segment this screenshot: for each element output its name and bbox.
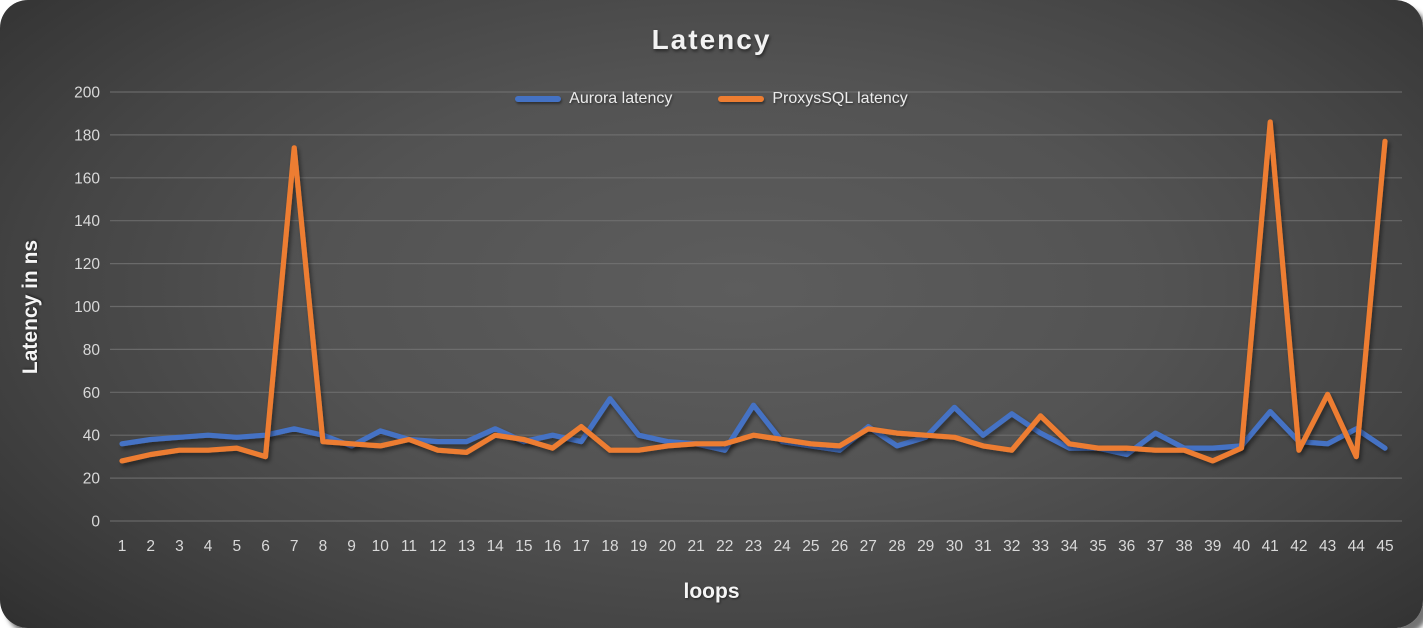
x-tick-label: 23 — [745, 538, 762, 555]
x-tick-label: 32 — [1003, 538, 1020, 555]
x-tick-label: 45 — [1376, 538, 1393, 555]
x-tick-label: 38 — [1175, 538, 1192, 555]
y-tick-label: 40 — [83, 428, 101, 445]
x-tick-label: 2 — [146, 538, 155, 555]
x-tick-label: 40 — [1233, 538, 1251, 555]
y-tick-label: 20 — [83, 471, 101, 488]
x-tick-label: 18 — [601, 538, 618, 555]
x-tick-label: 1 — [118, 538, 127, 555]
x-tick-label: 9 — [347, 538, 356, 555]
x-tick-label: 10 — [372, 538, 390, 555]
x-tick-label: 5 — [232, 538, 241, 555]
x-tick-label: 30 — [946, 538, 964, 555]
x-tick-label: 28 — [888, 538, 905, 555]
y-tick-label: 120 — [74, 256, 100, 273]
y-tick-label: 80 — [83, 342, 101, 359]
x-tick-label: 13 — [458, 538, 475, 555]
x-tick-label: 7 — [290, 538, 299, 555]
x-tick-label: 17 — [573, 538, 590, 555]
x-tick-label: 25 — [802, 538, 819, 555]
series-lines — [119, 119, 1388, 464]
x-tick-label: 24 — [774, 538, 792, 555]
series-line-proxysql[interactable] — [119, 119, 1388, 464]
x-tick-label: 11 — [401, 538, 417, 555]
x-tick-label: 21 — [687, 538, 704, 555]
series-line-aurora[interactable] — [119, 396, 1388, 458]
x-tick-label: 19 — [630, 538, 647, 555]
x-tick-label: 43 — [1319, 538, 1336, 555]
x-tick-label: 39 — [1204, 538, 1221, 555]
y-tick-label: 160 — [74, 170, 100, 187]
legend: Aurora latency ProxysSQL latency — [0, 90, 1423, 108]
x-tick-label: 3 — [175, 538, 184, 555]
legend-item-proxysql[interactable]: ProxysSQL latency — [718, 90, 908, 108]
x-tick-label: 41 — [1262, 538, 1279, 555]
x-tick-label: 37 — [1147, 538, 1164, 555]
x-tick-label: 33 — [1032, 538, 1049, 555]
x-tick-label: 12 — [429, 538, 446, 555]
x-tick-label: 31 — [974, 538, 991, 555]
x-tick-label: 29 — [917, 538, 934, 555]
legend-label-aurora: Aurora latency — [569, 90, 673, 107]
x-tick-label: 15 — [515, 538, 532, 555]
y-tick-label: 60 — [83, 385, 101, 402]
x-tick-label: 22 — [716, 538, 733, 555]
x-tick-label: 20 — [659, 538, 677, 555]
y-tick-label: 140 — [74, 213, 100, 230]
x-tick-label: 42 — [1290, 538, 1307, 555]
x-tick-label: 36 — [1118, 538, 1135, 555]
y-tick-label: 180 — [74, 127, 100, 144]
legend-item-aurora[interactable]: Aurora latency — [515, 90, 672, 108]
aurora-line-swatch-icon — [515, 96, 562, 102]
x-tick-label: 14 — [487, 538, 505, 555]
legend-label-proxysql: ProxysSQL latency — [772, 90, 908, 107]
x-tick-label: 16 — [544, 538, 561, 555]
chart-title: Latency — [651, 24, 772, 55]
x-tick-label: 34 — [1061, 538, 1079, 555]
y-tick-label: 200 — [74, 85, 100, 102]
x-tick-label: 4 — [204, 538, 213, 555]
x-tick-label: 44 — [1348, 538, 1366, 555]
x-tick-label: 8 — [319, 538, 328, 555]
x-tick-label: 27 — [860, 538, 877, 555]
proxysql-line-swatch-icon — [718, 96, 765, 102]
y-tick-label: 0 — [91, 514, 100, 531]
y-tick-label: 100 — [74, 299, 100, 316]
x-tick-label: 6 — [261, 538, 270, 555]
x-axis-title: loops — [683, 580, 740, 603]
x-tick-label: 26 — [831, 538, 848, 555]
x-tick-label: 35 — [1089, 538, 1106, 555]
